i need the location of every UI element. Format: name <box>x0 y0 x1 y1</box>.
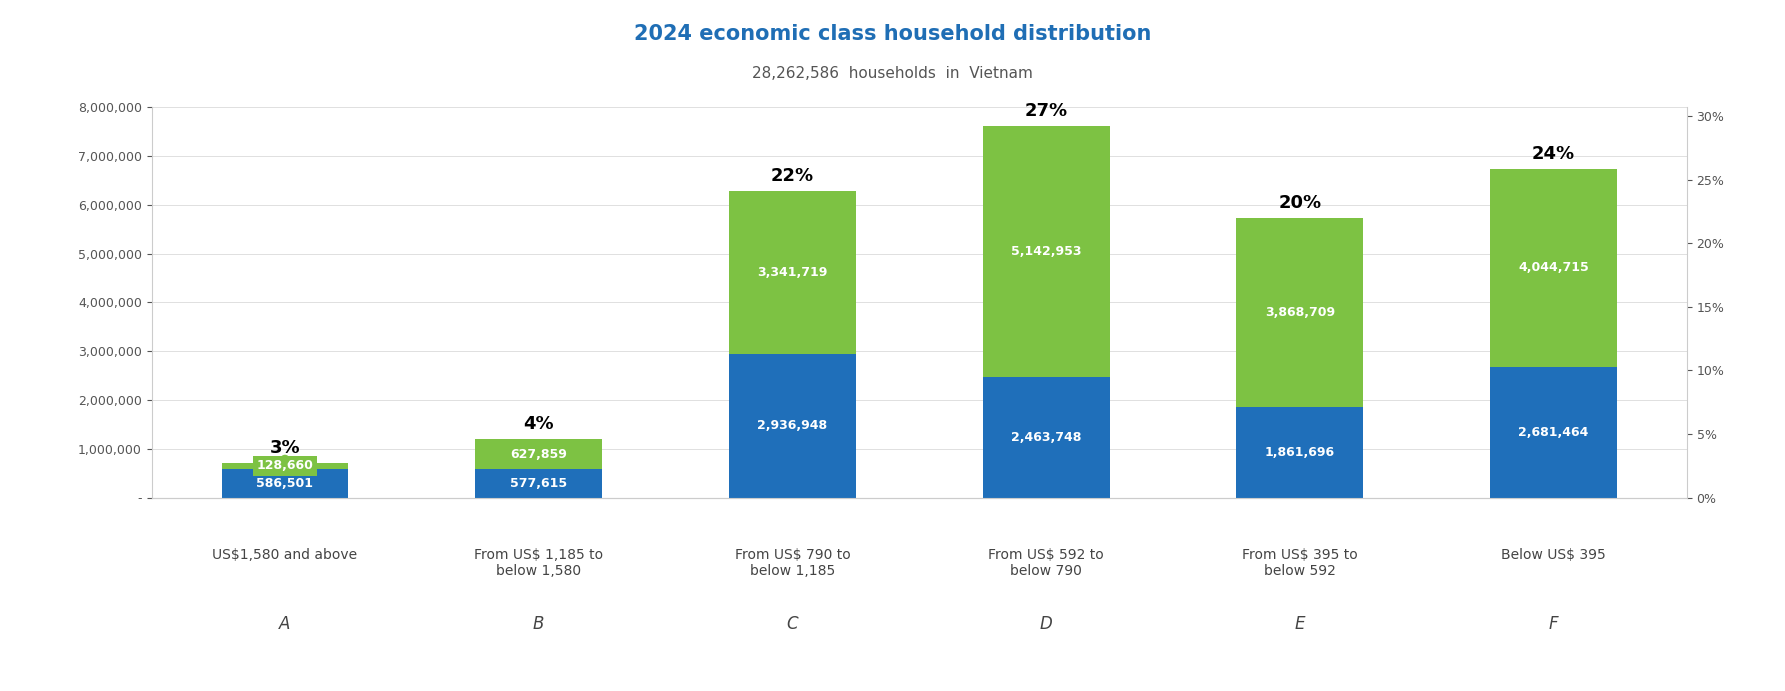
Bar <box>1490 169 1617 367</box>
Text: 2,936,948: 2,936,948 <box>757 419 828 433</box>
Bar <box>984 126 1110 377</box>
Text: US$1,580 and above: US$1,580 and above <box>212 548 357 562</box>
Text: D: D <box>1041 615 1053 633</box>
Text: F: F <box>1549 615 1558 633</box>
Text: 3%: 3% <box>270 439 300 457</box>
Text: 20%: 20% <box>1278 194 1321 212</box>
Bar <box>984 377 1110 498</box>
Text: 22%: 22% <box>771 167 814 185</box>
Text: From US$ 592 to
below 790: From US$ 592 to below 790 <box>989 548 1103 578</box>
Text: From US$ 790 to
below 1,185: From US$ 790 to below 1,185 <box>735 548 850 578</box>
Point <box>271 454 300 465</box>
Text: 586,501: 586,501 <box>257 477 314 490</box>
Bar <box>475 439 602 469</box>
Text: C: C <box>787 615 798 633</box>
Text: 2024 economic class household distribution: 2024 economic class household distributi… <box>634 24 1151 44</box>
Text: 577,615: 577,615 <box>511 477 568 490</box>
Text: 24%: 24% <box>1532 145 1574 163</box>
Text: 2,463,748: 2,463,748 <box>1010 431 1082 444</box>
Bar <box>1490 367 1617 498</box>
Text: 5,142,953: 5,142,953 <box>1010 245 1082 258</box>
Bar <box>1237 407 1364 498</box>
Bar <box>475 469 602 498</box>
Text: Below US$ 395: Below US$ 395 <box>1501 548 1606 562</box>
Text: 3,341,719: 3,341,719 <box>757 266 828 279</box>
Point <box>525 441 553 452</box>
Bar <box>728 191 855 354</box>
Point <box>1285 238 1314 249</box>
Text: 2,681,464: 2,681,464 <box>1519 426 1589 439</box>
Bar <box>728 354 855 498</box>
Point <box>1032 149 1060 160</box>
Text: 627,859: 627,859 <box>511 448 568 460</box>
Text: 4,044,715: 4,044,715 <box>1519 261 1589 274</box>
Bar <box>1237 218 1364 407</box>
Text: 4%: 4% <box>523 415 553 433</box>
Text: 1,861,696: 1,861,696 <box>1266 446 1335 459</box>
Text: 28,262,586  households  in  Vietnam: 28,262,586 households in Vietnam <box>751 66 1034 81</box>
Text: From US$ 395 to
below 592: From US$ 395 to below 592 <box>1242 548 1358 578</box>
Text: 128,660: 128,660 <box>257 460 314 472</box>
Point <box>778 212 807 223</box>
Bar <box>221 462 348 469</box>
Text: E: E <box>1294 615 1305 633</box>
Text: B: B <box>534 615 544 633</box>
Text: From US$ 1,185 to
below 1,580: From US$ 1,185 to below 1,580 <box>475 548 603 578</box>
Text: A: A <box>278 615 291 633</box>
Text: 3,868,709: 3,868,709 <box>1266 305 1335 319</box>
Bar <box>221 469 348 498</box>
Point <box>1539 187 1567 198</box>
Text: 27%: 27% <box>1025 102 1067 120</box>
